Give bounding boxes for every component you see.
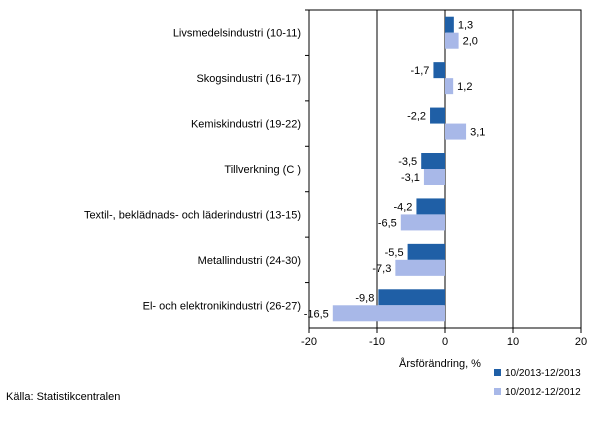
data-label: -5,5: [385, 247, 404, 259]
legend-swatch-series-2: [494, 388, 501, 395]
x-tick-label: 10: [507, 336, 519, 348]
category-label: Livsmedelsindustri (10-11): [173, 28, 301, 40]
bar-series-2: [445, 123, 467, 140]
data-label: 1,3: [458, 20, 473, 32]
category-label: Tillverkning (C ): [224, 164, 301, 176]
x-ticks: -20 -10 0 10 20: [301, 328, 587, 348]
bar-series-2: [400, 214, 445, 231]
bar-series-2: [445, 32, 459, 49]
x-tick-label: 20: [575, 336, 587, 348]
legend-label-series-2: 10/2012-12/2012: [505, 387, 581, 398]
legend-swatch-series-1: [494, 369, 501, 376]
bar-series-1: [378, 289, 445, 306]
data-label: 2,0: [463, 36, 478, 48]
x-tick-label: -20: [301, 336, 317, 348]
category-label: Metallindustri (24-30): [198, 255, 301, 267]
data-label: 1,2: [457, 81, 472, 93]
data-label: -6,5: [378, 217, 397, 229]
data-label: -2,2: [407, 111, 426, 123]
category-label: Skogsindustri (16-17): [196, 73, 301, 85]
bar-series-1: [407, 243, 445, 260]
bar-series-1: [421, 153, 445, 169]
bar-series-1: [445, 16, 454, 33]
data-label: -3,5: [398, 156, 417, 168]
data-label: -3,1: [401, 172, 420, 184]
x-axis-title: Årsförändring, %: [399, 357, 481, 370]
data-labels: 1,3 2,0 -1,7 1,2 -2,2 3,1 -3,5 -3,1 -4,2 -6,5 -5,5…: [304, 20, 486, 321]
legend: 10/2013-12/2013 10/2012-12/2012: [494, 368, 581, 398]
data-label: -7,3: [372, 263, 391, 275]
bars: [332, 16, 467, 322]
category-label: Kemiskindustri (19-22): [191, 119, 301, 131]
bar-series-2: [332, 305, 445, 322]
data-label: -4,2: [393, 201, 412, 213]
bar-series-2: [445, 78, 454, 95]
x-tick-label: -10: [369, 336, 385, 348]
data-label: 3,1: [470, 127, 485, 139]
category-label: Textil-, beklädnads- och läderindustri (…: [84, 209, 301, 221]
bar-series-1: [430, 107, 445, 124]
bar-series-2: [395, 259, 445, 276]
bar-series-1: [416, 198, 445, 215]
source-note: Källa: Statistikcentralen: [6, 391, 120, 403]
x-tick-label: 0: [442, 336, 448, 348]
data-label: -9,8: [355, 292, 374, 304]
category-labels: Livsmedelsindustri (10-11) Skogsindustri …: [84, 28, 301, 313]
data-label: -1,7: [410, 65, 429, 77]
bar-series-1: [433, 62, 445, 79]
bar-series-2: [423, 169, 445, 185]
legend-label-series-1: 10/2013-12/2013: [505, 368, 581, 379]
data-label: -16,5: [304, 308, 329, 320]
category-label: El- och elektronikindustri (26-27): [143, 300, 301, 312]
